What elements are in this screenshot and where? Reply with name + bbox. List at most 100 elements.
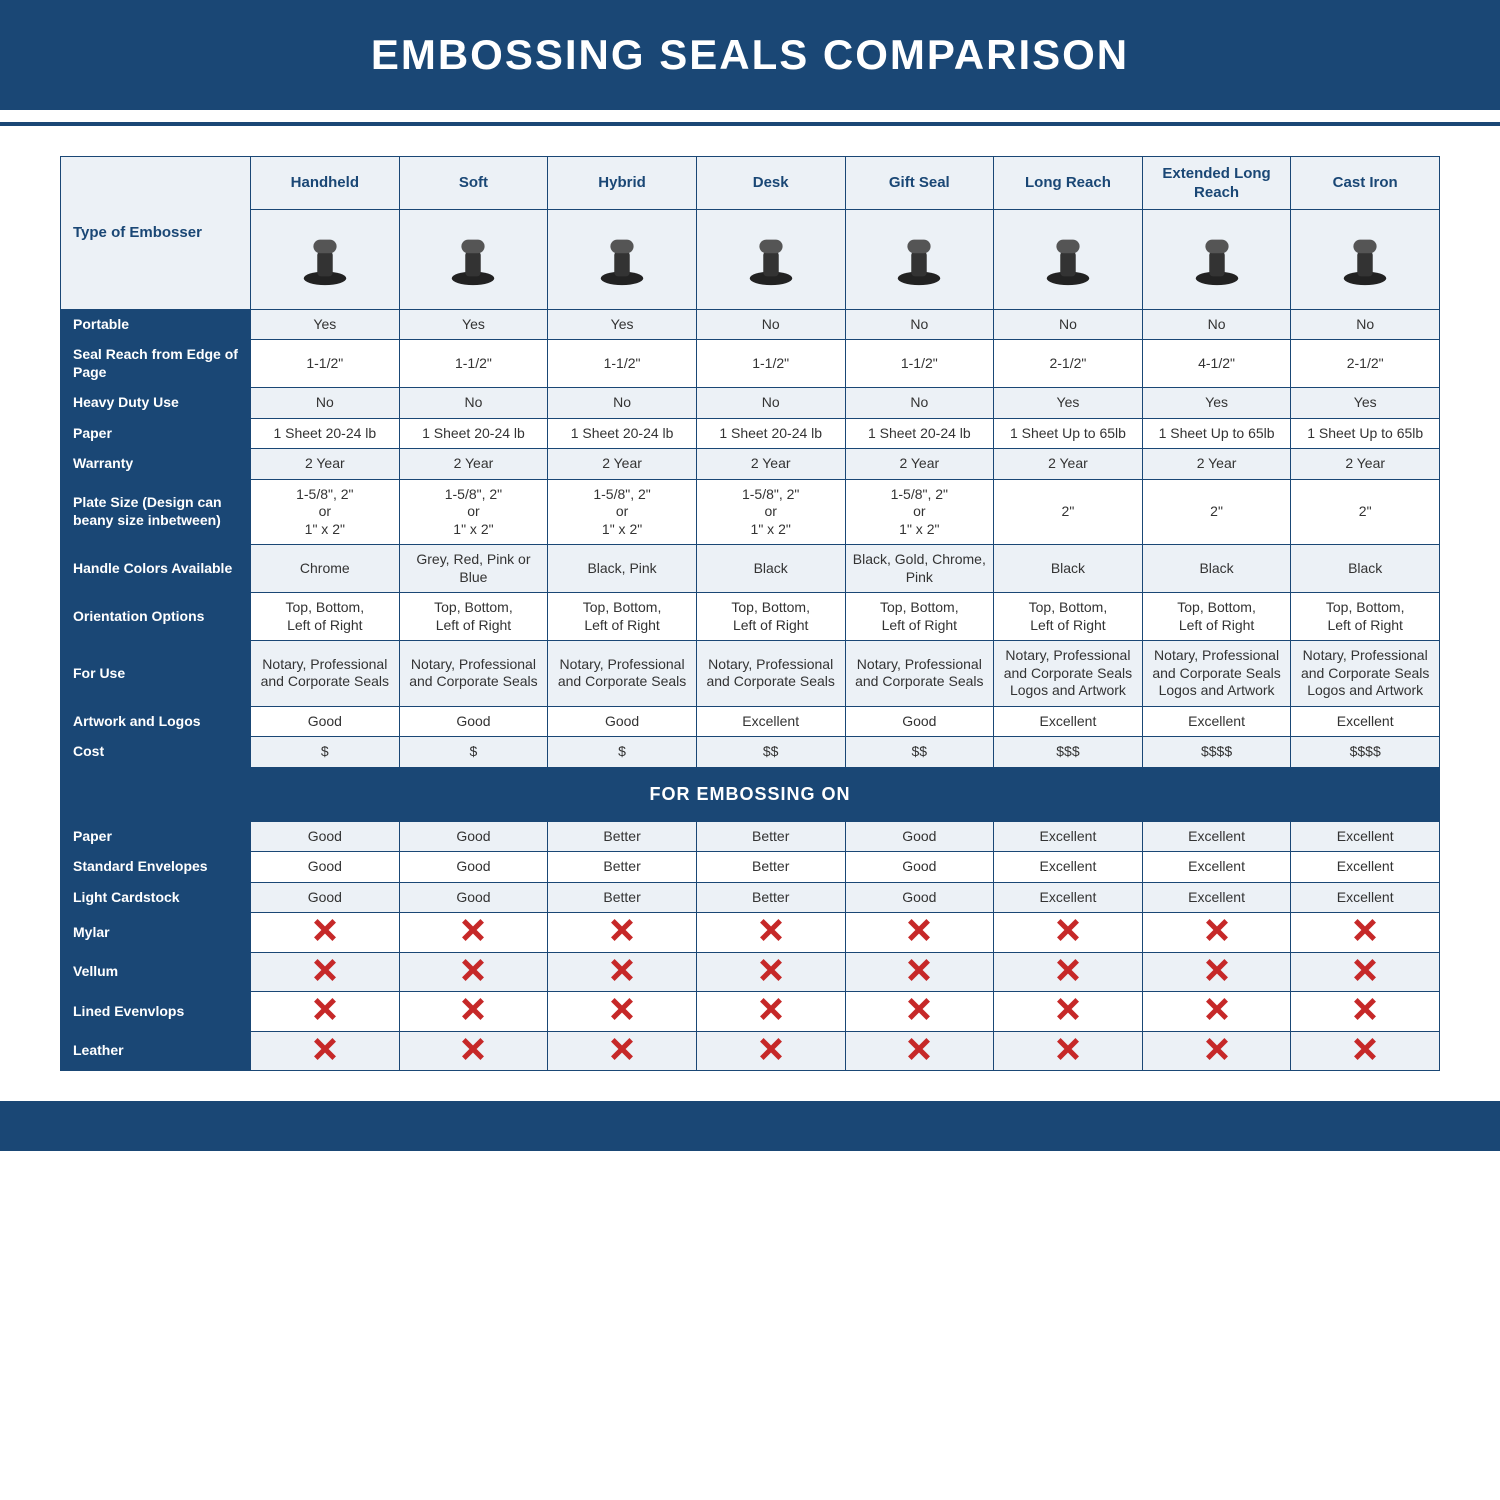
cell: Good — [845, 852, 994, 883]
cell: Notary, Professional and Corporate Seals… — [1291, 641, 1440, 707]
title-bar: EMBOSSING SEALS COMPARISON — [0, 0, 1500, 110]
cell: $ — [548, 737, 697, 768]
no-icon — [611, 998, 633, 1020]
cell: Top, Bottom,Left of Right — [1142, 593, 1291, 641]
cell: 1 Sheet Up to 65lb — [1291, 418, 1440, 449]
cell: $$ — [845, 737, 994, 768]
row-header: Paper — [61, 821, 251, 852]
cell: 1 Sheet 20-24 lb — [845, 418, 994, 449]
cell — [696, 952, 845, 992]
cell: Yes — [251, 309, 400, 340]
cell: Excellent — [1291, 706, 1440, 737]
no-icon — [1057, 998, 1079, 1020]
cell: Yes — [994, 388, 1143, 419]
cell: 2 Year — [1291, 449, 1440, 480]
cell: Better — [696, 821, 845, 852]
cell: Black, Pink — [548, 545, 697, 593]
cell — [845, 1031, 994, 1071]
cell: Notary, Professional and Corporate Seals — [696, 641, 845, 707]
cell: Excellent — [1142, 852, 1291, 883]
row-header: Plate Size (Design can beany size inbetw… — [61, 479, 251, 545]
cell: 1 Sheet 20-24 lb — [548, 418, 697, 449]
row-header: Standard Envelopes — [61, 852, 251, 883]
no-icon — [462, 1038, 484, 1060]
col-header-6: Extended Long Reach — [1142, 157, 1291, 210]
cell: Top, Bottom,Left of Right — [1291, 593, 1440, 641]
col-header-1: Soft — [399, 157, 548, 210]
cell: $$ — [696, 737, 845, 768]
cell: 1-5/8", 2"or1" x 2" — [399, 479, 548, 545]
cell — [548, 1031, 697, 1071]
cell — [251, 952, 400, 992]
cell: Notary, Professional and Corporate Seals — [548, 641, 697, 707]
cell — [1142, 913, 1291, 953]
cell: 2" — [1291, 479, 1440, 545]
cell: Black — [994, 545, 1143, 593]
cell: Good — [845, 706, 994, 737]
no-icon — [1354, 1038, 1376, 1060]
cell — [399, 1031, 548, 1071]
cell: 2 Year — [994, 449, 1143, 480]
cell: Top, Bottom,Left of Right — [994, 593, 1143, 641]
cell: Chrome — [251, 545, 400, 593]
no-icon — [760, 919, 782, 941]
cell: Good — [399, 706, 548, 737]
row-header: Lined Evenvlops — [61, 992, 251, 1032]
embosser-icon — [1336, 230, 1394, 288]
cell: 2 Year — [696, 449, 845, 480]
product-image-long-reach — [994, 209, 1143, 309]
cell: Better — [696, 852, 845, 883]
cell: $$$$ — [1142, 737, 1291, 768]
cell: $ — [251, 737, 400, 768]
cell: Good — [399, 852, 548, 883]
cell: No — [696, 309, 845, 340]
no-icon — [1206, 998, 1228, 1020]
cell: 1-1/2" — [548, 340, 697, 388]
embosser-icon — [593, 230, 651, 288]
cell: Yes — [1291, 388, 1440, 419]
cell — [994, 1031, 1143, 1071]
cell: $$$ — [994, 737, 1143, 768]
cell — [251, 1031, 400, 1071]
no-icon — [462, 959, 484, 981]
cell — [251, 913, 400, 953]
embosser-icon — [742, 230, 800, 288]
cell: Grey, Red, Pink or Blue — [399, 545, 548, 593]
page-title: EMBOSSING SEALS COMPARISON — [371, 31, 1129, 79]
row-header: Light Cardstock — [61, 882, 251, 913]
col-header-0: Handheld — [251, 157, 400, 210]
no-icon — [1206, 919, 1228, 941]
cell: 1-1/2" — [845, 340, 994, 388]
cell: 1 Sheet 20-24 lb — [251, 418, 400, 449]
cell: Top, Bottom,Left of Right — [251, 593, 400, 641]
cell: Excellent — [1142, 706, 1291, 737]
cell: Good — [399, 882, 548, 913]
cell — [994, 913, 1143, 953]
cell — [1291, 1031, 1440, 1071]
section-band: FOR EMBOSSING ON — [61, 767, 1440, 821]
cell — [399, 992, 548, 1032]
cell: No — [845, 309, 994, 340]
col-header-5: Long Reach — [994, 157, 1143, 210]
row-header: Handle Colors Available — [61, 545, 251, 593]
no-icon — [760, 998, 782, 1020]
cell: 2-1/2" — [1291, 340, 1440, 388]
col-header-7: Cast Iron — [1291, 157, 1440, 210]
comparison-table: Type of EmbosserHandheldSoftHybridDeskGi… — [60, 156, 1440, 1071]
cell — [251, 992, 400, 1032]
cell: Notary, Professional and Corporate Seals — [845, 641, 994, 707]
cell — [994, 952, 1143, 992]
embosser-icon — [1188, 230, 1246, 288]
cell: 2 Year — [548, 449, 697, 480]
cell — [1142, 952, 1291, 992]
no-icon — [462, 998, 484, 1020]
divider-under-title — [0, 110, 1500, 126]
cell: Yes — [399, 309, 548, 340]
product-image-soft — [399, 209, 548, 309]
cell: Better — [696, 882, 845, 913]
cell — [399, 913, 548, 953]
col-header-2: Hybrid — [548, 157, 697, 210]
cell: Black, Gold, Chrome, Pink — [845, 545, 994, 593]
cell: 1-5/8", 2"or1" x 2" — [696, 479, 845, 545]
row-header: Leather — [61, 1031, 251, 1071]
